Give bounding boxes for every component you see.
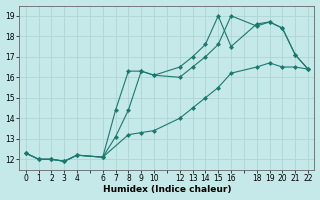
X-axis label: Humidex (Indice chaleur): Humidex (Indice chaleur) — [103, 185, 231, 194]
